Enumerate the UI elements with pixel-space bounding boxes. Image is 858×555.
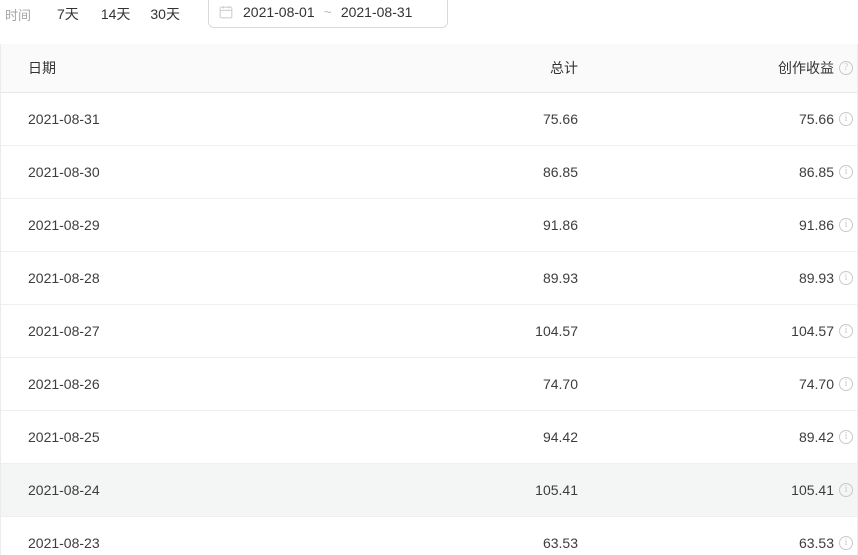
cell-total: 89.93 xyxy=(542,270,578,286)
range-button-30d[interactable]: 30天 xyxy=(150,0,180,28)
date-range-start[interactable]: 2021-08-01 xyxy=(243,4,315,20)
cell-revenue: 75.66 i xyxy=(578,111,857,127)
date-range-end[interactable]: 2021-08-31 xyxy=(340,4,413,20)
column-header-total: 总计 xyxy=(550,60,578,76)
calendar-icon xyxy=(219,5,233,19)
cell-revenue-value: 86.85 xyxy=(798,164,834,180)
info-icon[interactable]: i xyxy=(839,483,853,497)
earnings-table: 日期 总计 创作收益 ? 2021-08-31 75.66 75.66 i 20… xyxy=(0,44,858,555)
cell-date: 2021-08-29 xyxy=(28,217,100,233)
cell-revenue: 105.41 i xyxy=(578,482,857,498)
cell-revenue-value: 89.93 xyxy=(798,270,834,286)
info-icon[interactable]: i xyxy=(839,218,853,232)
cell-total: 86.85 xyxy=(542,164,578,180)
cell-total: 94.42 xyxy=(542,429,578,445)
column-header-revenue: 创作收益 ? xyxy=(578,58,857,78)
date-range-separator: ~ xyxy=(323,4,332,20)
cell-revenue-value: 91.86 xyxy=(798,217,834,233)
time-filter-label: 时间 xyxy=(5,7,32,23)
cell-revenue: 89.93 i xyxy=(578,270,857,286)
info-icon[interactable]: i xyxy=(839,536,853,550)
cell-date: 2021-08-27 xyxy=(28,323,100,339)
cell-revenue: 74.70 i xyxy=(578,376,857,392)
table-body: 2021-08-31 75.66 75.66 i 2021-08-30 86.8… xyxy=(1,93,857,555)
table-row: 2021-08-30 86.85 86.85 i xyxy=(1,146,857,199)
cell-revenue: 104.57 i xyxy=(578,323,857,339)
time-filter-toolbar: 时间 7天 14天 30天 2021-08-01 ~ 2021-08-31 xyxy=(0,0,858,44)
cell-total: 91.86 xyxy=(542,217,578,233)
cell-revenue: 91.86 i xyxy=(578,217,857,233)
table-row: 2021-08-28 89.93 89.93 i xyxy=(1,252,857,305)
cell-revenue-value: 89.42 xyxy=(798,429,834,445)
cell-date: 2021-08-30 xyxy=(28,164,100,180)
cell-total: 63.53 xyxy=(542,535,578,551)
cell-date: 2021-08-31 xyxy=(28,111,100,127)
table-header-row: 日期 总计 创作收益 ? xyxy=(1,44,857,93)
date-range-picker[interactable]: 2021-08-01 ~ 2021-08-31 xyxy=(208,0,448,28)
cell-date: 2021-08-28 xyxy=(28,270,100,286)
cell-total: 104.57 xyxy=(535,323,578,339)
cell-date: 2021-08-23 xyxy=(28,535,100,551)
column-header-revenue-label: 创作收益 xyxy=(778,60,834,76)
cell-date: 2021-08-25 xyxy=(28,429,100,445)
range-button-14d[interactable]: 14天 xyxy=(101,0,131,28)
table-row: 2021-08-29 91.86 91.86 i xyxy=(1,199,857,252)
cell-revenue-value: 105.41 xyxy=(791,482,834,498)
table-row: 2021-08-26 74.70 74.70 i xyxy=(1,358,857,411)
cell-revenue: 89.42 i xyxy=(578,429,857,445)
table-row: 2021-08-31 75.66 75.66 i xyxy=(1,93,857,146)
cell-revenue-value: 104.57 xyxy=(791,323,834,339)
cell-total: 75.66 xyxy=(542,111,578,127)
info-icon[interactable]: i xyxy=(839,165,853,179)
cell-revenue-value: 63.53 xyxy=(798,535,834,551)
table-row: 2021-08-24 105.41 105.41 i xyxy=(1,464,857,517)
info-icon[interactable]: i xyxy=(839,377,853,391)
cell-date: 2021-08-26 xyxy=(28,376,100,392)
cell-revenue: 86.85 i xyxy=(578,164,857,180)
column-header-date: 日期 xyxy=(28,60,56,76)
table-row: 2021-08-23 63.53 63.53 i xyxy=(1,517,857,555)
info-icon[interactable]: i xyxy=(839,271,853,285)
info-icon[interactable]: i xyxy=(839,324,853,338)
range-button-7d[interactable]: 7天 xyxy=(57,0,79,28)
cell-revenue: 63.53 i xyxy=(578,535,857,551)
table-row: 2021-08-25 94.42 89.42 i xyxy=(1,411,857,464)
info-icon[interactable]: i xyxy=(839,430,853,444)
cell-revenue-value: 75.66 xyxy=(798,111,834,127)
cell-date: 2021-08-24 xyxy=(28,482,100,498)
table-row: 2021-08-27 104.57 104.57 i xyxy=(1,305,857,358)
cell-total: 105.41 xyxy=(535,482,578,498)
cell-revenue-value: 74.70 xyxy=(798,376,834,392)
cell-total: 74.70 xyxy=(542,376,578,392)
help-icon[interactable]: ? xyxy=(839,61,853,75)
info-icon[interactable]: i xyxy=(839,112,853,126)
